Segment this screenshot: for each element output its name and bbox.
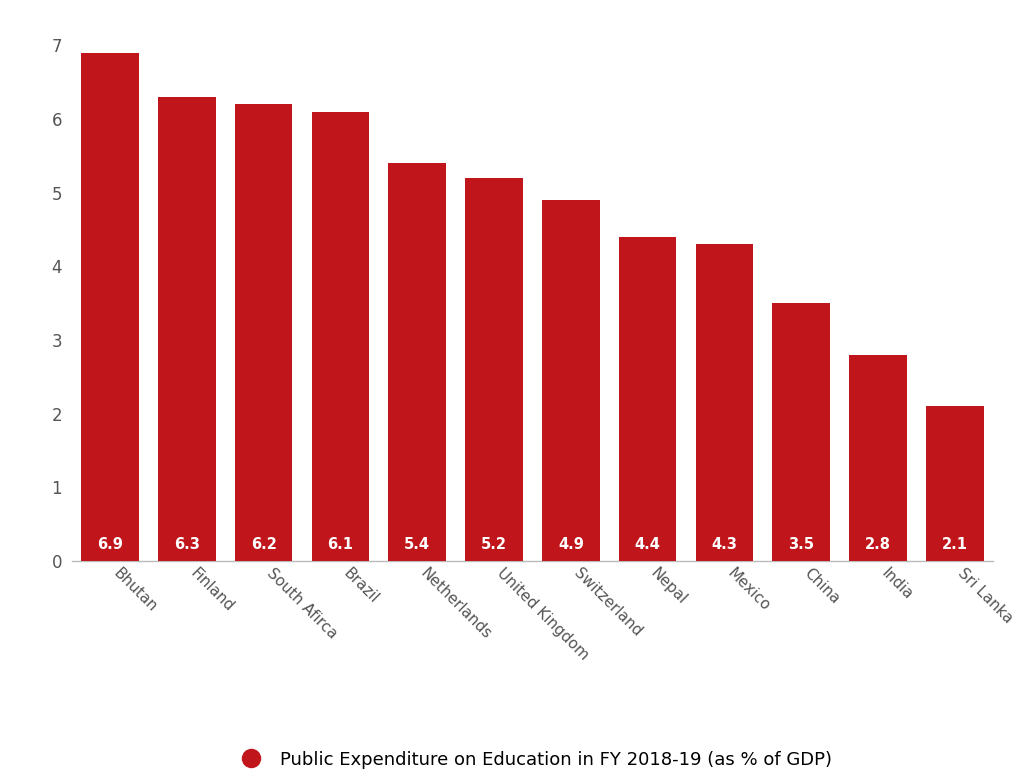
- Bar: [926, 407, 984, 561]
- Text: 4.9: 4.9: [558, 537, 584, 552]
- Bar: [388, 164, 446, 561]
- Legend: Public Expenditure on Education in FY 2018-19 (as % of GDP): Public Expenditure on Education in FY 20…: [224, 742, 841, 777]
- Bar: [465, 178, 523, 561]
- Text: 4.3: 4.3: [712, 537, 737, 552]
- Bar: [695, 245, 754, 561]
- Text: 6.1: 6.1: [328, 537, 353, 552]
- Bar: [849, 354, 907, 561]
- Text: 5.2: 5.2: [481, 537, 507, 552]
- Text: 2.8: 2.8: [865, 537, 891, 552]
- Text: 6.9: 6.9: [97, 537, 123, 552]
- Text: 6.3: 6.3: [174, 537, 200, 552]
- Bar: [158, 97, 216, 561]
- Text: 5.4: 5.4: [404, 537, 430, 552]
- Bar: [81, 53, 139, 561]
- Text: 2.1: 2.1: [942, 537, 968, 552]
- Bar: [311, 111, 370, 561]
- Text: 6.2: 6.2: [251, 537, 276, 552]
- Text: 4.4: 4.4: [635, 537, 660, 552]
- Bar: [234, 104, 293, 561]
- Bar: [618, 237, 677, 561]
- Bar: [772, 303, 830, 561]
- Bar: [542, 200, 600, 561]
- Text: 3.5: 3.5: [788, 537, 814, 552]
